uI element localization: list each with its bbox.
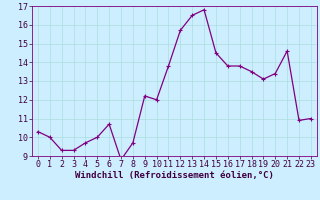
- X-axis label: Windchill (Refroidissement éolien,°C): Windchill (Refroidissement éolien,°C): [75, 171, 274, 180]
